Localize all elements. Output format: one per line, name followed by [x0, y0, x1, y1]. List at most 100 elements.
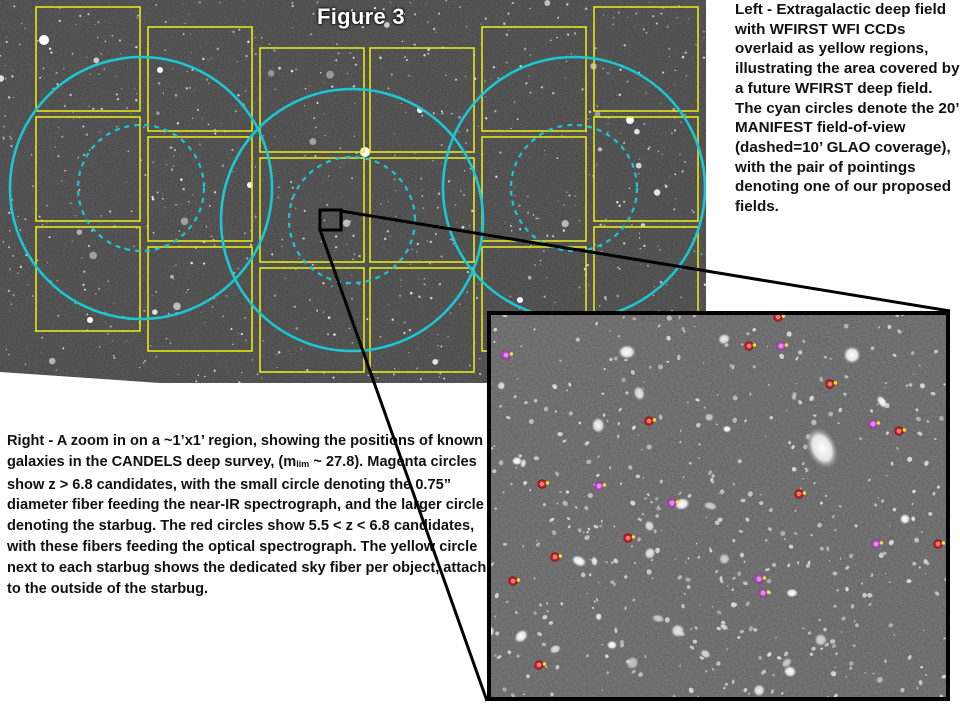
- galaxy-dot: [118, 39, 122, 42]
- galaxy: [566, 517, 571, 521]
- galaxy-dot: [350, 274, 352, 276]
- galaxy-dot: [17, 215, 19, 218]
- galaxy: [586, 592, 589, 595]
- galaxy-dot: [429, 262, 432, 265]
- fiber-circle: [537, 663, 541, 667]
- galaxy: [542, 615, 548, 620]
- galaxy-dot: [155, 290, 158, 293]
- galaxy: [660, 529, 662, 532]
- galaxy-dot: [113, 357, 116, 360]
- galaxy: [845, 586, 849, 592]
- galaxy-dot: [436, 206, 440, 209]
- galaxy-dot: [333, 333, 336, 336]
- galaxy: [601, 392, 605, 395]
- galaxy-dot: [32, 295, 34, 297]
- starbug-magenta: [758, 588, 768, 598]
- galaxy-dot: [177, 373, 179, 375]
- galaxy-dot: [511, 2, 514, 5]
- starbug-magenta: [776, 341, 786, 351]
- galaxy: [886, 474, 888, 477]
- galaxy-dot: [202, 57, 205, 61]
- galaxy-dot: [55, 71, 58, 74]
- galaxy: [912, 561, 917, 566]
- galaxy-dot: [143, 126, 145, 129]
- galaxy: [603, 367, 606, 371]
- galaxy: [884, 573, 887, 575]
- galaxy: [867, 478, 871, 482]
- galaxy: [688, 687, 694, 694]
- galaxy-dot: [528, 75, 530, 77]
- galaxy: [695, 398, 700, 402]
- galaxy: [912, 489, 916, 494]
- galaxy-dot: [63, 104, 67, 107]
- galaxy-dot: [295, 207, 297, 209]
- galaxy-dot: [423, 54, 426, 57]
- galaxy-dot: [250, 229, 252, 232]
- galaxy-dot: [680, 268, 682, 270]
- galaxy: [836, 589, 839, 592]
- galaxy: [906, 579, 912, 584]
- galaxy-dot: [64, 169, 66, 172]
- galaxy: [693, 325, 696, 328]
- galaxy: [839, 557, 842, 560]
- galaxy: [780, 692, 784, 695]
- galaxy-dot: [245, 339, 247, 341]
- galaxy-dot: [409, 2, 411, 4]
- galaxy-dot: [144, 174, 147, 176]
- galaxy: [505, 600, 509, 604]
- galaxy: [813, 414, 817, 417]
- galaxy: [493, 327, 498, 332]
- galaxy-dot: [4, 77, 7, 80]
- galaxy: [696, 422, 701, 428]
- galaxy-dot: [275, 353, 278, 356]
- galaxy: [776, 656, 782, 660]
- galaxy: [849, 666, 853, 670]
- galaxy-dot: [408, 351, 410, 354]
- galaxy-dot: [251, 358, 254, 361]
- galaxy: [586, 459, 592, 465]
- galaxy: [565, 490, 570, 494]
- galaxy-dot: [97, 287, 101, 290]
- galaxy: [560, 602, 564, 606]
- galaxy: [884, 382, 888, 385]
- galaxy-dot: [603, 224, 606, 227]
- galaxy: [838, 407, 843, 413]
- galaxy-dot: [469, 225, 471, 227]
- galaxy: [809, 652, 813, 656]
- galaxy: [819, 501, 823, 505]
- galaxy: [630, 369, 635, 375]
- galaxy: [880, 499, 885, 503]
- galaxy: [523, 480, 528, 486]
- galaxy: [913, 373, 915, 376]
- galaxy: [770, 689, 774, 694]
- galaxy-dot: [225, 295, 228, 297]
- galaxy: [630, 544, 633, 548]
- galaxy: [916, 686, 919, 690]
- galaxy: [802, 627, 805, 630]
- galaxy-dot: [39, 76, 42, 79]
- galaxy: [743, 687, 748, 693]
- galaxy: [823, 355, 827, 359]
- galaxy: [556, 502, 559, 505]
- galaxy-dot: [38, 215, 41, 218]
- ccd-region: [147, 136, 253, 242]
- galaxy-dot: [126, 107, 128, 109]
- galaxy: [533, 611, 537, 615]
- galaxy: [805, 469, 809, 473]
- galaxy-dot: [244, 89, 247, 92]
- galaxy: [746, 332, 750, 336]
- galaxy: [635, 474, 641, 479]
- galaxy: [828, 560, 831, 562]
- ccd-region: [35, 226, 141, 332]
- galaxy: [507, 650, 512, 655]
- galaxy-dot: [138, 366, 141, 369]
- galaxy-dot: [346, 243, 347, 245]
- galaxy: [818, 618, 821, 622]
- galaxy: [717, 492, 720, 495]
- galaxy: [888, 540, 894, 546]
- galaxy-dot: [421, 195, 424, 198]
- galaxy-dot: [602, 14, 604, 16]
- galaxy-dot: [530, 244, 532, 247]
- galaxy-dot: [83, 288, 86, 291]
- galaxy-dot: [664, 185, 668, 188]
